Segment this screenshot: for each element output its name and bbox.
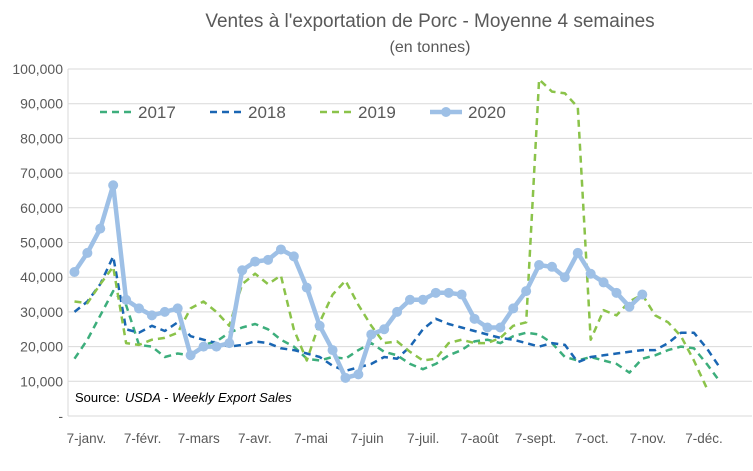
series-2020-point [69, 266, 80, 277]
series-2017-line [73, 289, 721, 383]
x-tick-label: 7-janv. [67, 431, 107, 446]
series-2020-point [159, 306, 170, 317]
x-tick-label: 7-avr. [238, 431, 272, 446]
series-2020-point [611, 287, 622, 298]
legend-item-2020: 2020 [430, 103, 506, 122]
x-tick-label: 7-juin [351, 431, 384, 446]
x-tick-label: 7-oct. [575, 431, 609, 446]
series-2020-point [198, 341, 209, 352]
series-2020 [69, 180, 648, 383]
series-2020-point [121, 294, 132, 305]
series-2020-point [559, 272, 570, 283]
chart-subtitle: (en tonnes) [390, 39, 471, 56]
series-2020-point [146, 310, 157, 321]
legend: 2017 2018 2019 2020 [100, 103, 506, 122]
y-tick-label: 40,000 [20, 269, 63, 285]
series-2020-point [430, 287, 441, 298]
series-2020-point [95, 223, 106, 234]
series-2020-point [301, 282, 312, 293]
x-tick-label: 7-juil. [407, 431, 439, 446]
gridlines [67, 68, 752, 417]
series-2020-point [495, 322, 506, 333]
series-2020-point [108, 180, 119, 191]
series-2020-point [443, 287, 454, 298]
y-tick-label: 90,000 [20, 96, 63, 112]
series-2020-point [417, 294, 428, 305]
y-tick-label: 10,000 [20, 373, 63, 389]
series-2020-point [275, 244, 286, 255]
legend-marker [441, 107, 451, 117]
series-2020-point [392, 306, 403, 317]
chart-title: Ventes à l'exportation de Porc - Moyenne… [205, 11, 654, 32]
series-lines [69, 78, 721, 389]
legend-label: 2020 [468, 103, 506, 122]
x-tick-label: 7-mai [294, 431, 328, 446]
y-tick-label: - [58, 408, 63, 424]
y-tick-label: 80,000 [20, 130, 63, 146]
series-2020-point [82, 247, 93, 258]
series-2020-point [366, 329, 377, 340]
y-tick-label: 60,000 [20, 200, 63, 216]
series-2020-point [508, 303, 519, 314]
source-text: USDA - Weekly Export Sales [125, 390, 292, 405]
series-2020-point [340, 372, 351, 383]
series-2019-line [74, 78, 708, 389]
series-2020-point [353, 369, 364, 380]
series-2020-point [288, 251, 299, 262]
series-2020-point [482, 322, 493, 333]
x-tick-label: 7-sept. [515, 431, 556, 446]
legend-item-2017: 2017 [100, 103, 176, 122]
series-2020-point [314, 320, 325, 331]
source-prefix: Source: [75, 390, 120, 405]
series-2020-point [172, 303, 183, 314]
series-2020-point [624, 301, 635, 312]
series-2020-point [211, 341, 222, 352]
series-2020-point [637, 289, 648, 300]
series-2020-point [405, 294, 415, 305]
series-2020-point [572, 247, 583, 258]
series-2020-point [237, 265, 248, 276]
y-tick-label: 70,000 [20, 165, 63, 181]
legend-item-2018: 2018 [210, 103, 286, 122]
x-tick-label: 7-nov. [630, 431, 667, 446]
series-2020-point [546, 261, 557, 272]
series-2020-point [224, 338, 235, 349]
series-2020-point [456, 289, 467, 300]
legend-label: 2018 [248, 103, 286, 122]
series-2020-point [534, 260, 545, 271]
legend-item-2019: 2019 [320, 103, 396, 122]
series-2020-point [250, 256, 261, 267]
series-2020-point [185, 350, 196, 361]
y-tick-label: 30,000 [20, 304, 63, 320]
x-tick-label: 7-févr. [124, 431, 162, 446]
series-2020-point [469, 313, 480, 324]
series-2020-point [263, 254, 274, 265]
y-axis-tick-labels: - 10,000 20,000 30,000 40,000 50,000 60,000 70,… [12, 61, 63, 424]
y-tick-label: 100,000 [12, 61, 63, 77]
x-tick-label: 7-mars [178, 431, 220, 446]
series-2020-point [133, 303, 144, 314]
x-tick-label: 7-déc. [685, 431, 723, 446]
source-note: Source: USDA - Weekly Export Sales [75, 390, 292, 405]
series-2020-point [379, 324, 390, 335]
y-tick-label: 20,000 [20, 339, 63, 355]
y-tick-label: 50,000 [20, 235, 63, 251]
series-2020-point [521, 286, 532, 297]
legend-label: 2019 [358, 103, 396, 122]
x-tick-label: 7-août [460, 431, 499, 446]
x-axis-tick-labels: 7-janv. 7-févr. 7-mars 7-avr. 7-mai 7-juin 7-j… [67, 431, 723, 446]
series-2020-point [327, 345, 338, 356]
series-2020-point [585, 268, 596, 279]
series-2020-point [598, 277, 609, 288]
series-2017 [73, 289, 721, 383]
legend-label: 2017 [138, 103, 176, 122]
series-2019 [74, 78, 708, 389]
